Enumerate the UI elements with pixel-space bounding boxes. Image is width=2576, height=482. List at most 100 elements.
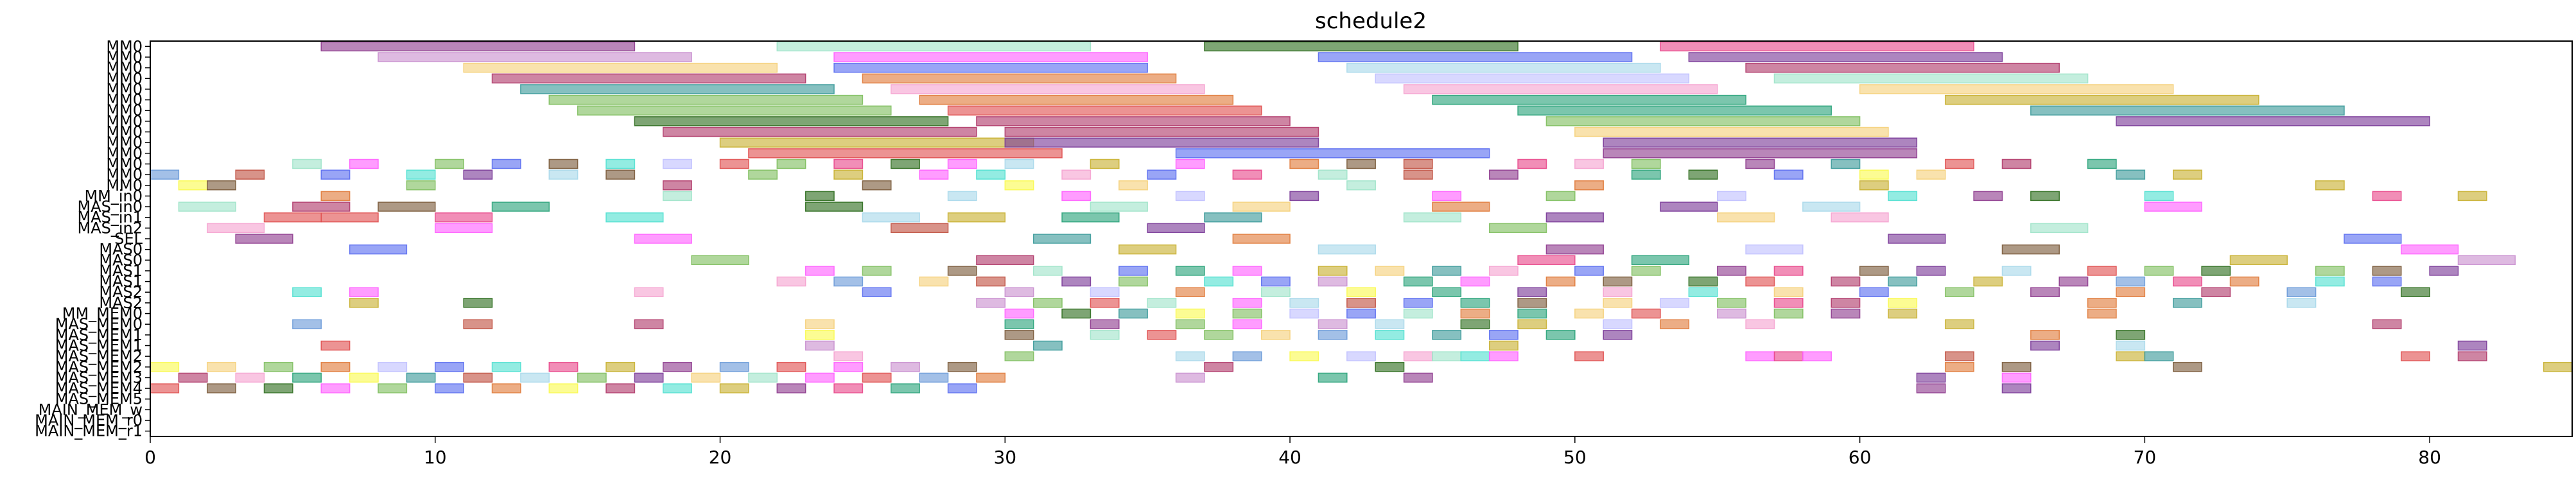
task-bar-350 [2543, 362, 2573, 372]
task-bar-341 [776, 362, 806, 372]
task-bar-47 [663, 159, 692, 169]
task-bar-35 [719, 137, 1034, 148]
task-bar-336 [491, 362, 521, 372]
task-bar-65 [2001, 159, 2032, 169]
task-bar-363 [862, 372, 892, 383]
task-bar-62 [1745, 159, 1775, 169]
bars-layer [150, 41, 2573, 393]
task-bar-220 [1175, 287, 1205, 297]
y-tick-label-8: MM0 [106, 123, 143, 141]
task-bar-238 [1032, 298, 1063, 308]
task-bar-114 [2030, 191, 2060, 202]
task-bar-240 [1147, 298, 1177, 308]
task-bar-23 [1944, 94, 2259, 105]
task-bar-174 [1375, 266, 1405, 276]
y-tick-label-23: MAS2 [99, 283, 143, 301]
task-bar-318 [1432, 351, 1462, 361]
task-bar-7 [1688, 52, 2003, 62]
task-bar-20 [548, 94, 864, 105]
task-bar-279 [1175, 319, 1205, 329]
task-bar-259 [1175, 308, 1205, 319]
task-bar-360 [691, 372, 721, 383]
task-bar-57 [1346, 159, 1376, 169]
x-tick-label-5: 50 [1563, 447, 1587, 468]
task-bar-214 [292, 287, 322, 297]
y-tick-label-12: MM0 [106, 166, 143, 184]
task-bar-176 [1488, 266, 1519, 276]
task-bar-332 [263, 362, 293, 372]
task-bar-26 [1517, 105, 1832, 116]
y-tick-label-21: MAS1 [99, 262, 143, 280]
task-bar-348 [2001, 362, 2032, 372]
task-bar-377 [491, 383, 521, 393]
task-bar-185 [2144, 266, 2174, 276]
task-bar-296 [1318, 330, 1348, 340]
task-bar-313 [1175, 351, 1205, 361]
task-bar-98 [1346, 180, 1376, 191]
task-bar-92 [207, 180, 236, 191]
task-bar-103 [663, 191, 692, 202]
task-bar-236 [463, 298, 493, 308]
task-bar-269 [1773, 308, 1804, 319]
task-bar-11 [1745, 62, 2060, 73]
task-bar-165 [2457, 255, 2516, 266]
task-bar-170 [1118, 266, 1148, 276]
y-tick-label-9: MM0 [106, 133, 143, 151]
task-bar-106 [1061, 191, 1092, 202]
y-tick-label-2: MM0 [106, 59, 143, 77]
task-bar-140 [1831, 212, 1889, 223]
task-bar-251 [1831, 298, 1861, 308]
task-bar-232 [2201, 287, 2231, 297]
task-bar-345 [1204, 362, 1234, 372]
task-bar-340 [719, 362, 749, 372]
task-bar-82 [1403, 169, 1433, 180]
task-bar-83 [1488, 169, 1519, 180]
task-bar-73 [605, 169, 636, 180]
task-bar-196 [1204, 276, 1234, 287]
task-bar-193 [976, 276, 1006, 287]
task-bar-0 [320, 41, 636, 52]
task-bar-55 [1175, 159, 1205, 169]
task-bar-380 [663, 383, 692, 393]
task-bar-284 [1517, 319, 1547, 329]
task-bar-207 [1973, 276, 2003, 287]
task-bar-104 [805, 191, 835, 202]
y-tick-label-20: MAS0 [99, 251, 143, 269]
task-bar-248 [1660, 298, 1690, 308]
task-bar-63 [1831, 159, 1861, 169]
task-bar-112 [1888, 191, 1918, 202]
task-bar-328 [2400, 351, 2430, 361]
task-bar-202 [1603, 276, 1633, 287]
task-bar-129 [263, 212, 322, 223]
task-bar-255 [2286, 298, 2317, 308]
task-bar-159 [2400, 244, 2459, 255]
task-bar-84 [1631, 169, 1661, 180]
task-bar-379 [605, 383, 636, 393]
task-bar-25 [947, 105, 1262, 116]
task-bar-75 [833, 169, 864, 180]
task-bar-32 [663, 126, 977, 137]
task-bar-253 [2087, 298, 2117, 308]
task-bar-229 [1944, 287, 1974, 297]
task-bar-235 [349, 298, 379, 308]
task-bar-386 [1916, 383, 1946, 393]
task-bar-180 [1773, 266, 1804, 276]
task-bar-136 [1204, 212, 1262, 223]
y-tick-label-31: MAS_MEM3 [55, 368, 143, 386]
task-bar-299 [1488, 330, 1519, 340]
y-tick-label-33: MAS_MEM5 [55, 390, 143, 408]
task-bar-121 [491, 202, 550, 212]
task-bar-186 [2201, 266, 2231, 276]
task-bar-324 [1802, 351, 1832, 361]
task-bar-211 [2229, 276, 2259, 287]
task-bar-166 [805, 266, 835, 276]
task-bar-115 [2144, 191, 2174, 202]
task-bar-228 [1859, 287, 1889, 297]
task-bar-212 [2315, 276, 2345, 287]
y-tick-label-13: MM0 [106, 176, 143, 194]
task-bar-337 [548, 362, 579, 372]
task-bar-330 [150, 362, 180, 372]
task-bar-22 [1432, 94, 1746, 105]
task-bar-155 [1318, 244, 1376, 255]
